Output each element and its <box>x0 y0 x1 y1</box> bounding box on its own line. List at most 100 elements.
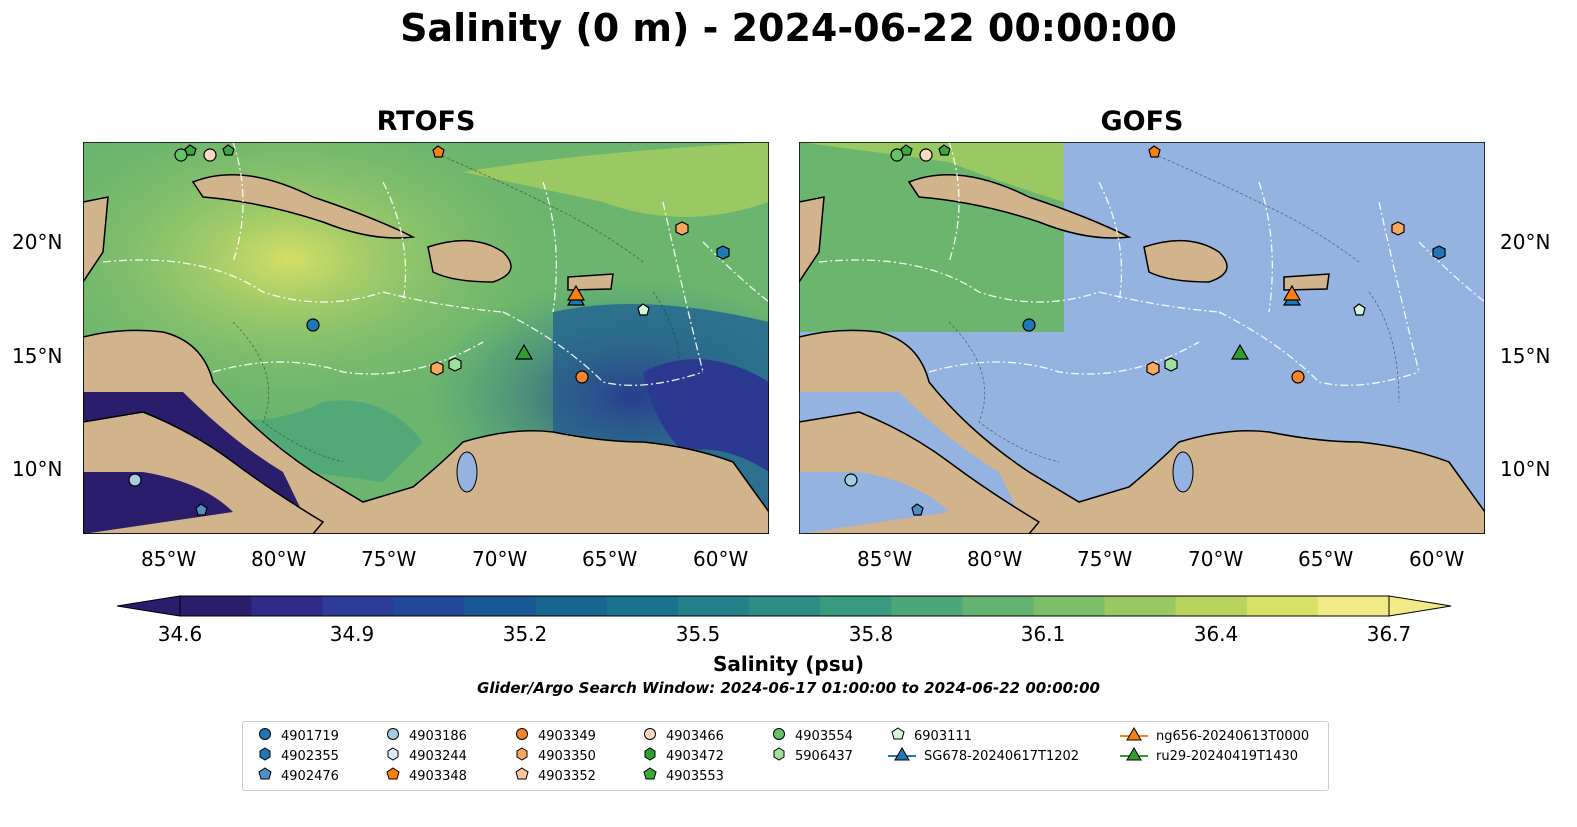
circle-marker-icon <box>512 727 538 746</box>
legend-entry: 4903352 <box>512 767 596 786</box>
colorbar-title: Salinity (psu) <box>712 652 864 676</box>
pentagon-marker-icon <box>255 767 281 786</box>
lat-label-left-10: 10°N <box>12 457 63 481</box>
legend-entry: 6903111 <box>888 727 972 746</box>
search-window-text: Glider/Argo Search Window: 2024-06-17 01… <box>477 679 1100 697</box>
legend-entry-label: 4902355 <box>281 749 339 764</box>
lat-label-right-15: 15°N <box>1500 344 1551 368</box>
lon-label-left-85: 85°W <box>141 547 197 571</box>
colorbar-extend-max <box>1388 595 1452 617</box>
legend-entry: 4902476 <box>255 767 339 786</box>
legend-entry-label: 4903348 <box>409 769 467 784</box>
legend-entry: 4903466 <box>640 727 724 746</box>
colorbar-swatch <box>606 596 679 616</box>
colorbar-tick-label: 35.2 <box>502 622 548 646</box>
lon-label-left-70: 70°W <box>472 547 528 571</box>
legend-entry-label: 6903111 <box>914 729 972 744</box>
colorbar-swatch <box>322 596 394 616</box>
lat-label-right-20: 20°N <box>1500 230 1551 254</box>
lon-label-right-65: 65°W <box>1298 547 1354 571</box>
lat-label-left-20: 20°N <box>12 230 63 254</box>
hexagon-marker-icon <box>512 747 538 766</box>
colorbar-tick-label: 36.1 <box>1020 622 1066 646</box>
lon-label-left-65: 65°W <box>582 547 638 571</box>
hexagon-marker-icon <box>769 747 795 766</box>
colorbar-tick-label: 34.6 <box>157 622 203 646</box>
pentagon-marker-icon <box>640 767 666 786</box>
triangle-line-marker-icon <box>1120 747 1156 766</box>
colorbar-swatch <box>677 596 750 616</box>
legend-entry-label: 4903554 <box>795 729 853 744</box>
pentagon-marker-icon <box>512 767 538 786</box>
colorbar-tick-label: 36.4 <box>1193 622 1239 646</box>
lat-label-left-15: 15°N <box>12 344 63 368</box>
colorbar-tick-label: 35.5 <box>675 622 721 646</box>
legend-entry-label: 4903472 <box>666 749 724 764</box>
lon-label-left-80: 80°W <box>251 547 307 571</box>
colorbar-swatch <box>535 596 608 616</box>
hexagon-marker-icon <box>640 747 666 766</box>
colorbar-swatch <box>1033 596 1106 616</box>
lon-label-right-80: 80°W <box>967 547 1023 571</box>
lon-label-left-75: 75°W <box>361 547 417 571</box>
legend-entry: ru29-20240419T1430 <box>1120 747 1298 766</box>
colorbar <box>117 595 1452 617</box>
legend-entry: 4903472 <box>640 747 724 766</box>
legend-entry: 4903554 <box>769 727 853 746</box>
colorbar-extend-min <box>117 595 181 617</box>
legend-entry-label: 4901719 <box>281 729 339 744</box>
colorbar-frame <box>179 595 1390 617</box>
lat-label-right-10: 10°N <box>1500 457 1551 481</box>
rtofs-map <box>83 142 769 534</box>
circle-marker-icon <box>255 727 281 746</box>
colorbar-swatch <box>1175 596 1248 616</box>
legend-entry: 5906437 <box>769 747 853 766</box>
lon-label-right-75: 75°W <box>1077 547 1133 571</box>
legend-entry-label: 4902476 <box>281 769 339 784</box>
triangle-line-marker-icon <box>888 747 924 766</box>
circle-marker-icon <box>769 727 795 746</box>
panel-title-rtofs: RTOFS <box>376 106 476 137</box>
colorbar-swatch <box>1317 596 1390 616</box>
circle-marker-icon <box>383 727 409 746</box>
colorbar-tick-label: 36.7 <box>1366 622 1412 646</box>
triangle-line-marker-icon <box>1120 727 1156 746</box>
colorbar-swatch <box>1104 596 1177 616</box>
colorbar-tick-label: 35.8 <box>848 622 894 646</box>
lon-label-right-70: 70°W <box>1188 547 1244 571</box>
legend-entry-label: 4903553 <box>666 769 724 784</box>
legend: 4901719 4902355 4902476 4903186 4903244 49033… <box>242 721 1329 791</box>
legend-entry-label: ru29-20240419T1430 <box>1156 749 1299 764</box>
legend-entry-label: 4903349 <box>538 729 596 744</box>
pentagon-marker-icon <box>383 767 409 786</box>
legend-entry: 4903244 <box>383 747 467 766</box>
lon-label-right-85: 85°W <box>857 547 913 571</box>
legend-entry-label: 4903186 <box>409 729 467 744</box>
legend-entry: SG678-20240617T1202 <box>888 747 1079 766</box>
legend-entry-label: 5906437 <box>795 749 853 764</box>
colorbar-swatch <box>1246 596 1319 616</box>
colorbar-swatch <box>962 596 1034 616</box>
legend-entry-label: 4903352 <box>538 769 596 784</box>
figure-title: Salinity (0 m) - 2024-06-22 00:00:00 <box>400 6 1177 50</box>
colorbar-swatch <box>891 596 963 616</box>
pentagon-marker-icon <box>888 727 914 746</box>
legend-entry-label: ng656-20240613T0000 <box>1156 729 1310 744</box>
colorbar-swatch <box>464 596 537 616</box>
colorbar-swatch <box>393 596 465 616</box>
circle-marker-icon <box>640 727 666 746</box>
legend-entry: 4903186 <box>383 727 467 746</box>
colorbar-swatch <box>180 596 252 616</box>
hexagon-marker-icon <box>383 747 409 766</box>
gofs-map <box>799 142 1485 534</box>
lon-label-left-60: 60°W <box>693 547 749 571</box>
legend-entry-label: 4903350 <box>538 749 596 764</box>
lon-label-right-60: 60°W <box>1409 547 1465 571</box>
legend-entry: 4903553 <box>640 767 724 786</box>
hexagon-marker-icon <box>255 747 281 766</box>
legend-entry: 4903350 <box>512 747 596 766</box>
colorbar-swatch <box>251 596 323 616</box>
colorbar-swatch <box>748 596 821 616</box>
legend-entry: 4903348 <box>383 767 467 786</box>
legend-entry: 4902355 <box>255 747 339 766</box>
